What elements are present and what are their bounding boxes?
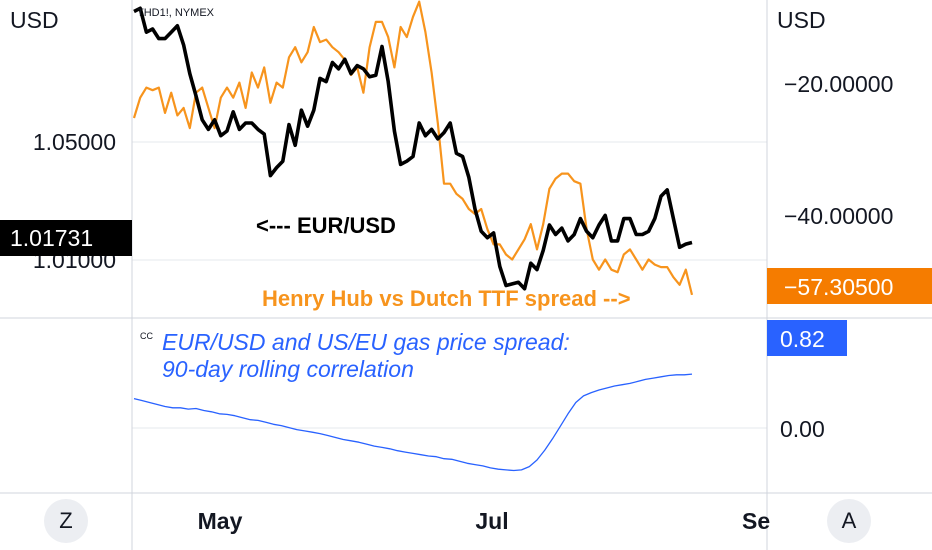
corr-tick-label: 0.00 [780,416,825,442]
right-axis-unit: USD [777,7,826,33]
series-line-correlation [133,373,693,472]
annotation-correlation-line2: 90-day rolling correlation [162,356,414,382]
annotation-spread: Henry Hub vs Dutch TTF spread --> [262,286,631,311]
right-tick-label: −20.00000 [784,71,893,97]
last-value-badge-eurusd: 1.01731 [0,220,132,256]
series-line-eurusd [133,6,693,291]
left-axis-unit: USD [10,7,59,33]
last-value-badge-spread: −57.30500 [767,268,932,304]
time-tick-label: May [198,508,243,534]
auto-scale-right-button[interactable]: A [827,499,871,543]
annotation-correlation-line1: EUR/USD and US/EU gas price spread: [162,329,570,355]
last-value-badge-correlation: 0.82 [767,320,847,356]
last-value-spread: −57.30500 [784,274,893,300]
time-tick-label: Se [742,508,770,534]
auto-scale-left-button[interactable]: Z [44,499,88,543]
right-tick-label: −40.00000 [784,203,893,229]
chart-title: THD1!, NYMEX [137,7,215,19]
annotation-eurusd: <--- EUR/USD [256,213,396,238]
last-value-correlation: 0.82 [780,326,825,352]
series-line-spread [132,0,694,296]
correlation-badge: CC [140,331,153,341]
last-value-eurusd: 1.01731 [10,225,93,251]
time-tick-label: Jul [475,508,508,534]
left-tick-label: 1.05000 [33,129,116,155]
